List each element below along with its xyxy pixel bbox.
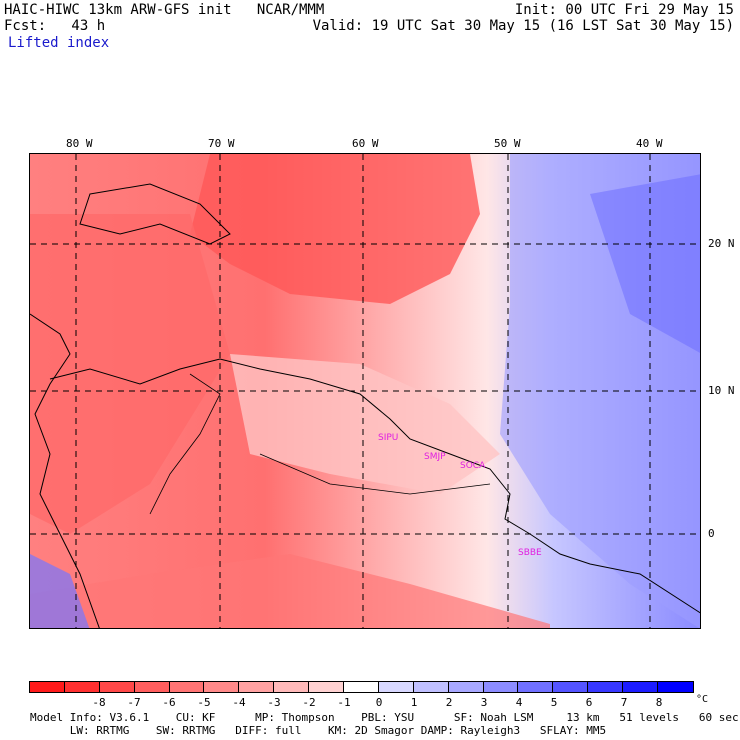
colorbar-tick-label: 5: [550, 696, 558, 709]
lon-label-80w: 80 W: [66, 137, 93, 150]
colorbar-cell: [64, 682, 100, 692]
colorbar-tick-label: -3: [267, 696, 281, 709]
stable-region-pacific: [30, 554, 90, 628]
colorbar-cell: [134, 682, 170, 692]
station-label-sbbe: SBBE: [518, 548, 542, 558]
colorbar-cell: [169, 682, 205, 692]
colorbar-tick-label: 1: [410, 696, 418, 709]
model-info-line2: LW: RRTMG SW: RRTMG DIFF: full KM: 2D Sm…: [30, 724, 607, 737]
colorbar-cell: [274, 682, 310, 692]
colorbar-cell: [344, 682, 379, 692]
colorbar-tick-label: -6: [162, 696, 176, 709]
colorbar-tick-label: 7: [620, 696, 628, 709]
colorbar-tick-label: -5: [197, 696, 211, 709]
model-info-line1: Model Info: V3.6.1 CU: KF MP: Thompson P…: [30, 711, 739, 724]
colorbar-cell: [518, 682, 554, 692]
colorbar-tick-label: -8: [92, 696, 106, 709]
colorbar: [29, 681, 694, 693]
colorbar-tick-label: -2: [302, 696, 316, 709]
colorbar-tick-label: -7: [127, 696, 141, 709]
instability-core-caribbean: [190, 154, 480, 304]
lon-label-60w: 60 W: [352, 137, 379, 150]
colorbar-tick-label: 8: [655, 696, 663, 709]
coastline-south-america: [49, 358, 700, 614]
colorbar-cell: [658, 682, 693, 692]
map-canvas: [30, 154, 700, 628]
instability-core-amazon: [30, 554, 550, 628]
title-left: HAIC-HIWC 13km ARW-GFS init NCAR/MMM: [4, 2, 325, 18]
lifted-index-map[interactable]: [29, 153, 701, 629]
coastline-west: [30, 313, 100, 628]
colorbar-tick-label: 3: [480, 696, 488, 709]
lon-label-70w: 70 W: [208, 137, 235, 150]
lon-label-50w: 50 W: [494, 137, 521, 150]
lon-label-40w: 40 W: [636, 137, 663, 150]
colorbar-cell: [309, 682, 345, 692]
colorbar-cell: [448, 682, 484, 692]
border-line: [259, 453, 491, 495]
init-time: Init: 00 UTC Fri 29 May 15: [514, 2, 734, 18]
border-line: [149, 373, 221, 515]
colorbar-tick-label: -1: [337, 696, 351, 709]
colorbar-unit: °C: [696, 694, 709, 705]
station-label-sipu: SIPU: [378, 433, 399, 443]
lat-label-0: 0: [708, 527, 715, 540]
colorbar-cell: [378, 682, 414, 692]
moderate-region-guianas: [230, 354, 500, 494]
stable-core-atlantic: [590, 174, 700, 353]
field-name: Lifted index: [8, 35, 110, 51]
station-label-smjp: SMJP: [424, 452, 446, 462]
colorbar-tick-label: 2: [445, 696, 453, 709]
colorbar-cell: [413, 682, 449, 692]
colorbar-cell: [553, 682, 589, 692]
valid-time: Valid: 19 UTC Sat 30 May 15 (16 LST Sat …: [312, 18, 734, 34]
colorbar-tick-label: 0: [375, 696, 383, 709]
colorbar-cell: [30, 682, 65, 692]
lat-label-10n: 10 N: [708, 384, 735, 397]
station-label-soca: SOCA: [460, 461, 486, 471]
colorbar-cell: [623, 682, 659, 692]
forecast-hour: Fcst: 43 h: [4, 18, 106, 34]
colorbar-tick-label: 4: [515, 696, 523, 709]
instability-core-west: [30, 214, 230, 534]
colorbar-cell: [588, 682, 624, 692]
colorbar-cell: [99, 682, 135, 692]
colorbar-cell: [239, 682, 275, 692]
colorbar-tick-label: 6: [585, 696, 593, 709]
colorbar-cell: [204, 682, 240, 692]
lat-label-20n: 20 N: [708, 237, 735, 250]
colorbar-tick-label: -4: [232, 696, 246, 709]
colorbar-cell: [483, 682, 519, 692]
